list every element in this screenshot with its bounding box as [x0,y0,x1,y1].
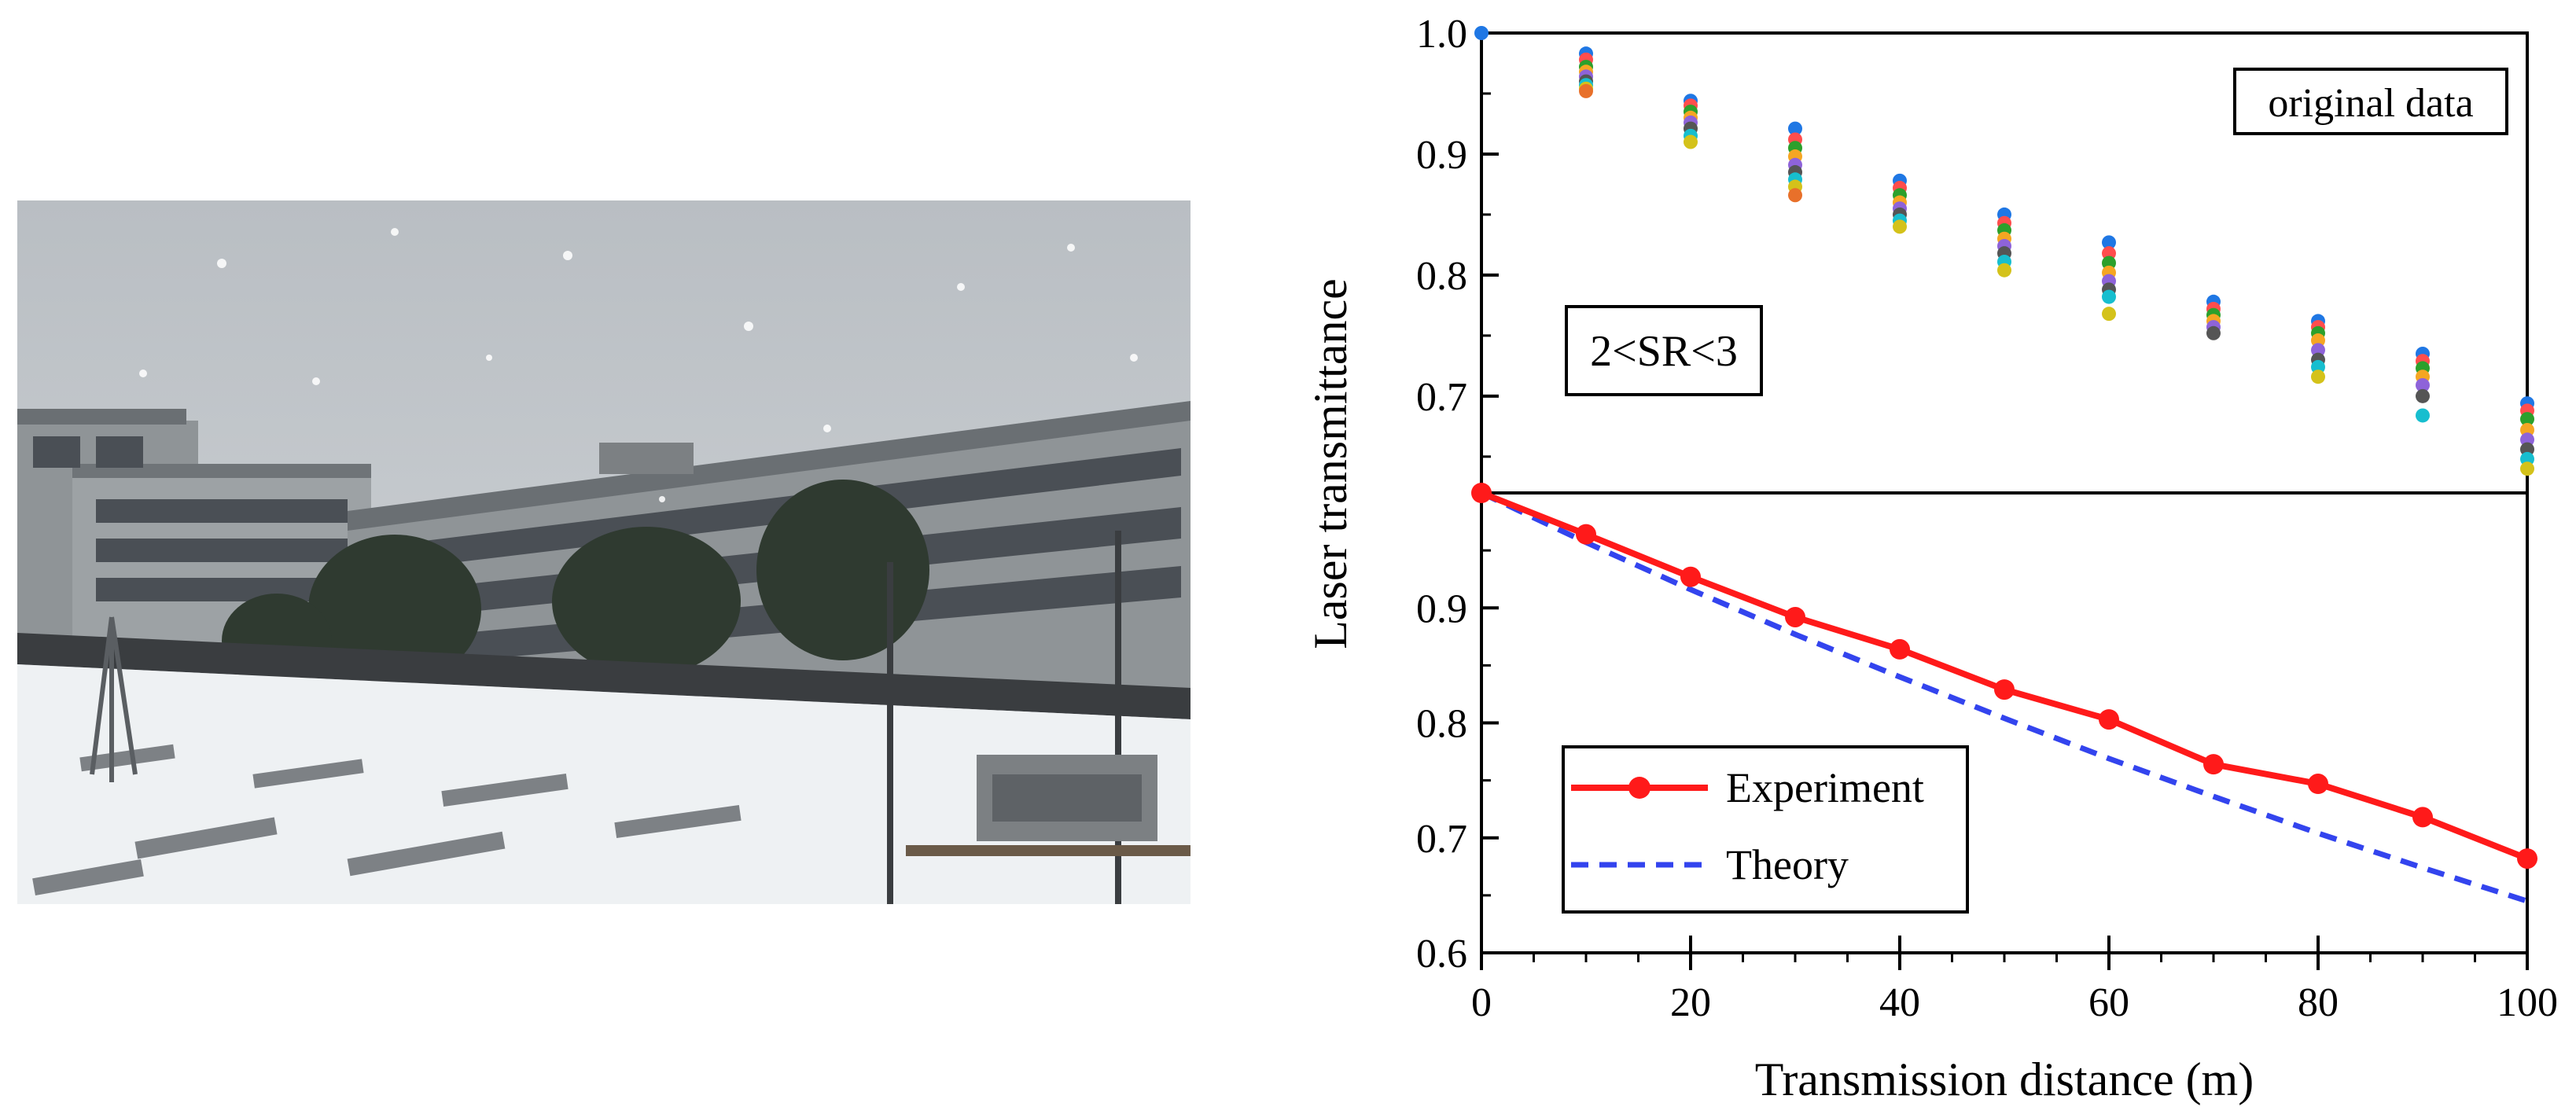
legend-box [1562,745,1969,914]
scatter-point [1788,121,1802,136]
scatter-point [2520,432,2534,447]
trees [222,480,929,688]
x-tick-label: 80 [2298,980,2339,1025]
x-axis: 0 20 40 60 80 100 [1471,936,2558,1025]
left-building-windows [33,436,348,601]
original-data-box [2233,68,2508,135]
top-y-tick-label: 0.7 [1416,375,1467,420]
scatter-point [2416,388,2430,403]
scatter-point [2102,307,2116,322]
legend-theory-label: Theory [1726,841,1849,888]
experiment-point [1890,638,1910,660]
top-y-tick-label: 0.8 [1416,254,1467,299]
x-tick-label: 60 [2088,980,2129,1025]
scatter-point [1684,134,1698,149]
snow-cover [17,664,1190,904]
experiment-point [2412,807,2433,828]
scatter-point [2102,289,2116,304]
snowflakes [139,228,1138,502]
scatter-point [2311,359,2325,374]
scatter-point [1579,83,1593,98]
legend: Experiment Theory [1562,745,1969,914]
scatter-point [2520,422,2534,437]
bottom-y-tick-label: 0.7 [1416,817,1467,862]
top-y-axis: 1.0 0.9 0.8 0.7 [1416,12,1499,458]
laser-equipment [887,531,1190,904]
scatter-points [1474,26,2534,476]
scatter-point [1893,219,1907,234]
sr-range-box [1565,305,1763,396]
x-tick-label: 100 [2497,980,2558,1025]
experiment-point [1994,679,2015,700]
bottom-y-tick-label: 0.8 [1416,702,1467,747]
bottom-y-axis: 0.9 0.8 0.7 0.6 [1416,491,1499,976]
experiment-point [1680,566,1701,587]
tripod-icon [90,616,138,782]
y-axis-title: Laser transmittance [1305,278,1356,649]
scatter-point [2416,408,2430,423]
scatter-point [1997,263,2011,278]
experiment-point [2517,848,2537,870]
roof-parapet [17,633,1190,719]
scatter-point [2416,377,2430,392]
top-y-tick-label: 0.9 [1416,133,1467,178]
theory-line [1480,490,2529,904]
scatter-point [2520,442,2534,457]
legend-experiment-label: Experiment [1726,764,1924,811]
scatter-point [2311,343,2325,358]
snowy-rooftop-photo [17,200,1190,904]
experiment-point [2203,754,2224,775]
scatter-point [2102,246,2116,261]
scatter-point [1474,26,1489,40]
x-tick-label: 0 [1471,980,1492,1025]
scatter-point [2311,369,2325,384]
scatter-point [1788,188,1802,203]
x-axis-title: Transmission distance (m) [1755,1053,2254,1105]
experiment-point [1576,524,1596,545]
experiment-point [2099,709,2119,730]
scatter-point [2520,412,2534,427]
scatter-point [2102,256,2116,270]
snow-patches [32,744,742,895]
x-tick-label: 20 [1670,980,1711,1025]
scatter-point [2206,325,2221,340]
scatter-point [2311,333,2325,348]
sr-range-label: 2<SR<3 [1590,327,1738,376]
legend-experiment-marker [1628,777,1650,799]
bottom-y-tick-label: 0.6 [1416,932,1467,976]
scatter-point [2102,235,2116,250]
top-y-tick-label: 1.0 [1416,12,1467,57]
bottom-y-tick-label: 0.9 [1416,586,1467,631]
x-tick-label: 40 [1879,980,1920,1025]
experiment-point [1471,483,1492,503]
experiment-point [2308,774,2328,795]
line-series [1471,483,2537,904]
original-data-label: original data [2268,81,2473,126]
scatter-point [2520,451,2534,466]
scatter-point [2520,461,2534,476]
experiment-point [1785,606,1805,627]
